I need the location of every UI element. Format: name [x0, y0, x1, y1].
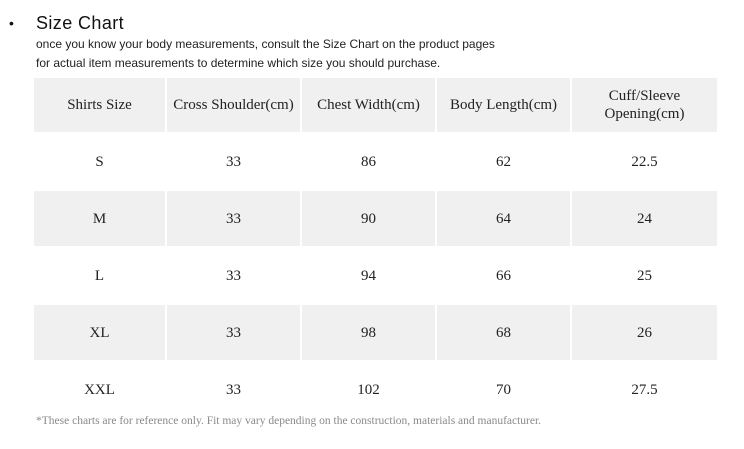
cuff-sleeve-cell: 24 [572, 191, 717, 246]
bullet-icon: • [9, 15, 14, 31]
cross-shoulder-cell: 33 [167, 305, 300, 360]
cross-shoulder-cell: 33 [167, 191, 300, 246]
chest-width-cell: 102 [357, 381, 380, 398]
cuff-sleeve-cell: 25 [637, 267, 652, 284]
body-length-cell: 68 [437, 305, 570, 360]
cross-shoulder-cell: 33 [226, 381, 241, 398]
body-length-cell: 62 [496, 153, 511, 170]
chest-width-cell: 98 [302, 305, 435, 360]
size-cell: XXL [84, 381, 115, 398]
chest-width-cell: 90 [302, 191, 435, 246]
size-chart-table: Shirts Size Cross Shoulder(cm) Chest Wid… [34, 78, 717, 417]
header-body-length: Body Length(cm) [437, 78, 570, 132]
cross-shoulder-cell: 33 [226, 153, 241, 170]
header-shirts-size: Shirts Size [34, 78, 165, 132]
size-cell: XL [34, 305, 165, 360]
body-length-cell: 64 [437, 191, 570, 246]
size-cell: L [94, 267, 105, 284]
cuff-sleeve-cell: 22.5 [631, 153, 658, 170]
cuff-sleeve-cell: 26 [572, 305, 717, 360]
instruction-line-2: for actual item measurements to determin… [36, 56, 441, 70]
size-cell: S [95, 153, 104, 170]
header-cross-shoulder: Cross Shoulder(cm) [167, 78, 300, 132]
disclaimer-footnote: *These charts are for reference only. Fi… [36, 415, 542, 427]
cuff-sleeve-cell: 27.5 [631, 381, 658, 398]
size-chart-title: Size Chart [36, 13, 125, 33]
header-cuff-sleeve-opening: Cuff/Sleeve Opening(cm) [572, 78, 717, 132]
body-length-cell: 66 [496, 267, 511, 284]
instruction-line-1: once you know your body measurements, co… [36, 37, 495, 51]
chest-width-cell: 94 [361, 267, 376, 284]
body-length-cell: 70 [496, 381, 511, 398]
chest-width-cell: 86 [361, 153, 376, 170]
size-cell: M [34, 191, 165, 246]
header-chest-width: Chest Width(cm) [302, 78, 435, 132]
cross-shoulder-cell: 33 [226, 267, 241, 284]
